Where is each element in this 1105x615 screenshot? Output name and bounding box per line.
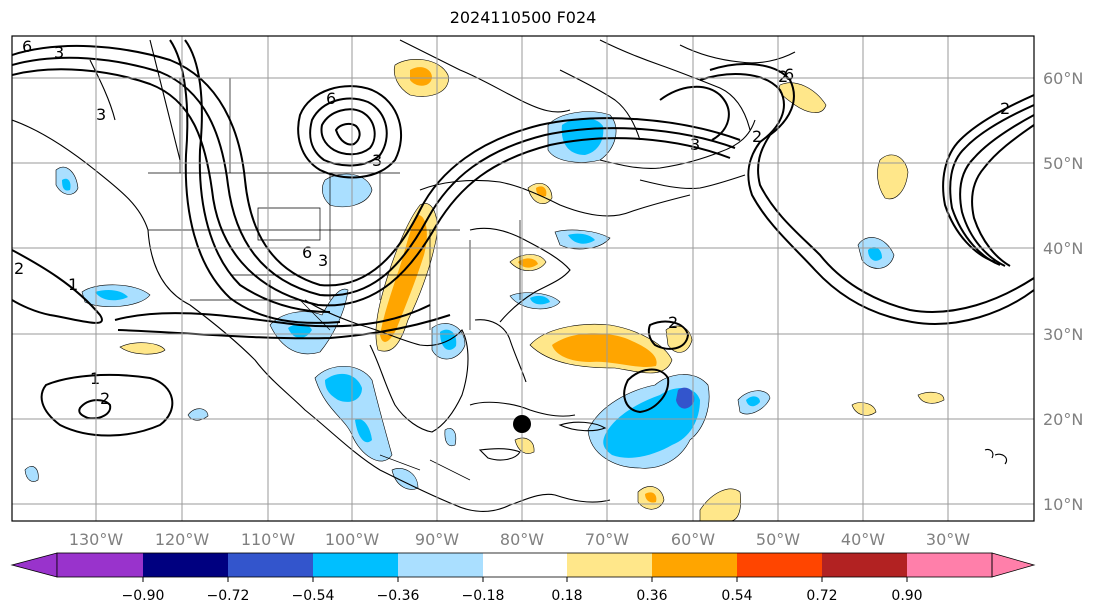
- positive-anomaly-core: [645, 492, 657, 503]
- colorbar-segment: [398, 553, 483, 577]
- contour-label: 3: [96, 105, 106, 124]
- map-title: 2024110500 F024: [449, 8, 597, 27]
- lon-label: 120°W: [155, 530, 210, 549]
- colorbar-ticks: [142, 577, 908, 582]
- colorbar-tick-label: 0.54: [721, 588, 752, 604]
- colorbar-low-extension: [10, 552, 58, 578]
- contour-label: 6: [784, 65, 794, 84]
- contour-label: 3: [372, 151, 382, 170]
- lon-label: 70°W: [585, 530, 629, 549]
- colorbar-segment: [57, 553, 143, 577]
- positive-anomaly-core: [380, 215, 427, 342]
- lat-label: 50°N: [1043, 154, 1083, 173]
- contour-label: 3: [318, 251, 328, 270]
- positive-anomaly-region: [917, 391, 945, 404]
- colorbar-tick-label: −0.72: [207, 588, 250, 604]
- positive-anomaly-region: [877, 154, 909, 200]
- negative-anomaly-region: [444, 428, 457, 447]
- lon-label: 80°W: [500, 530, 544, 549]
- contour-label: 2: [668, 313, 678, 332]
- lon-label: 130°W: [69, 530, 124, 549]
- negative-anomaly-core: [568, 233, 595, 244]
- colorbar-segment: [737, 553, 822, 577]
- latitude-labels: 60°N 50°N 40°N 30°N 20°N 10°N: [1043, 69, 1083, 514]
- lon-label: 100°W: [325, 530, 380, 549]
- positive-anomaly-core: [518, 258, 538, 268]
- contour-label: 2: [1000, 99, 1010, 118]
- contour-labels: 6 3 6 3 6 3 3 2 2 6 2 1 1 2 2 2 3: [14, 37, 1010, 408]
- negative-anomaly-core: [561, 118, 604, 155]
- colorbar-segment: [822, 553, 907, 577]
- colorbar-segment: [483, 553, 567, 577]
- colorbar-segment: [567, 553, 652, 577]
- negative-anomaly-core: [355, 419, 372, 443]
- colorbar-high-extension: [991, 552, 1036, 578]
- contour-label: 2: [100, 389, 110, 408]
- lon-label: 90°W: [415, 530, 459, 549]
- negative-anomaly-peak: [676, 387, 695, 409]
- colorbar-tick-label: −0.54: [292, 588, 335, 604]
- lat-label: 30°N: [1043, 325, 1083, 344]
- contour-label: 2: [14, 259, 24, 278]
- lon-label: 40°W: [841, 530, 885, 549]
- negative-anomaly-core: [325, 373, 362, 402]
- longitude-labels: 130°W 120°W 110°W 100°W 90°W 80°W 70°W 6…: [69, 530, 970, 549]
- contour-label: 3: [54, 43, 64, 62]
- contour-label: 2: [752, 127, 762, 146]
- negative-anomaly-core: [440, 329, 457, 350]
- colorbar: −0.90 −0.72 −0.54 −0.36 −0.18 0.18 0.36 …: [10, 552, 1036, 604]
- negative-anomaly-core: [746, 396, 760, 407]
- gridlines: [12, 36, 1034, 521]
- colorbar-tick-label: −0.36: [377, 588, 420, 604]
- colorbar-outline: [56, 552, 993, 578]
- colorbar-segment: [143, 553, 228, 577]
- colorbar-segment: [228, 553, 313, 577]
- lon-label: 30°W: [926, 530, 970, 549]
- lat-label: 40°N: [1043, 239, 1083, 258]
- map-panel: 6 3 6 3 6 3 3 2 2 6 2 1 1 2 2 2 3: [12, 36, 1034, 521]
- contour-label: 1: [90, 369, 100, 388]
- contour-label: 6: [326, 89, 336, 108]
- colorbar-segment: [907, 553, 992, 577]
- colorbar-tick-label: −0.18: [462, 588, 505, 604]
- colorbar-tick-label: 0.36: [636, 588, 667, 604]
- location-marker: [513, 415, 531, 433]
- colorbar-tick-labels: −0.90 −0.72 −0.54 −0.36 −0.18 0.18 0.36 …: [122, 588, 923, 604]
- positive-anomaly-core: [536, 186, 547, 197]
- negative-anomaly-core: [603, 388, 700, 458]
- negative-anomaly-core: [95, 289, 128, 301]
- lon-label: 110°W: [241, 530, 296, 549]
- lon-label: 60°W: [671, 530, 715, 549]
- lat-label: 60°N: [1043, 69, 1083, 88]
- positive-anomaly-region: [851, 402, 877, 416]
- colorbar-tick-label: 0.90: [891, 588, 922, 604]
- lon-label: 50°W: [756, 530, 800, 549]
- contour-label: 6: [22, 37, 32, 56]
- contour-label: 3: [690, 135, 700, 154]
- positive-anomaly-region: [119, 342, 166, 355]
- negative-anomaly-core: [868, 247, 882, 261]
- contour-label: 1: [68, 275, 78, 294]
- contour-label: 2: [778, 67, 788, 86]
- lat-label: 10°N: [1043, 495, 1083, 514]
- positive-anomaly-core: [410, 67, 432, 86]
- colorbar-tick-label: −0.90: [122, 588, 165, 604]
- contour-label: 6: [302, 243, 312, 262]
- negative-anomaly-region: [321, 173, 373, 208]
- lat-label: 20°N: [1043, 410, 1083, 429]
- map-border: [11, 35, 1035, 522]
- negative-anomaly-core: [62, 178, 71, 191]
- colorbar-segment: [652, 553, 737, 577]
- negative-anomaly-core: [530, 295, 550, 305]
- coastlines: [12, 39, 1008, 512]
- positive-anomaly-region: [514, 437, 535, 454]
- contour-lines: [12, 39, 1034, 437]
- colorbar-segment: [313, 553, 398, 577]
- positive-anomaly-core: [552, 333, 657, 367]
- colorbar-tick-label: 0.72: [806, 588, 837, 604]
- colorbar-tick-label: 0.18: [551, 588, 582, 604]
- negative-anomaly-region: [24, 466, 39, 482]
